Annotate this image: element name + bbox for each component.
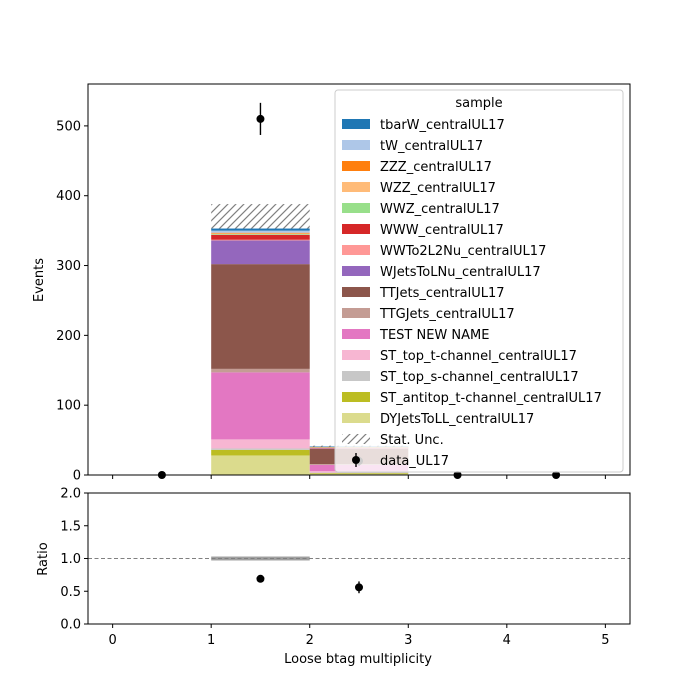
legend-entries: tbarW_centralUL17 tW_centralUL17 ZZZ_centr… [342,118,602,469]
legend-swatch [342,308,370,318]
legend-swatch [342,266,370,276]
y-tick-label: 300 [56,259,81,274]
legend: sample tbarW_centralUL17 tW_centralUL17 ZZ… [334,89,624,473]
x-axis-label: Loose btag multiplicity [284,652,432,667]
bar-segment [211,455,310,475]
legend-frame [334,89,624,473]
legend-label: TTGJets_centralUL17 [379,307,515,322]
ratio-point [355,583,363,592]
x-tick-label: 3 [404,633,412,648]
bar-segment [309,472,409,474]
bar-segment [211,448,310,450]
legend-swatch [342,245,370,255]
ratio-panel: 0.0 0.5 1.0 1.5 2.0 0 1 2 3 4 5 Ratio Loose btag … [36,487,631,667]
legend-label: WJetsToLNu_centralUL17 [380,265,541,280]
ratio-point [256,574,265,583]
main-y-axis-label: Events [32,258,47,302]
y-tick-label: 1.0 [60,552,81,567]
legend-swatch [342,371,370,381]
legend-label: ST_antitop_t-channel_centralUL17 [380,391,602,406]
ratio-x-ticks: 0 1 2 3 4 5 [108,624,610,648]
legend-label: ZZZ_centralUL17 [380,160,492,175]
y-tick-label: 400 [56,189,81,204]
main-y-ticks: 0 100 200 300 400 500 [56,119,88,484]
bar-segment [211,230,310,233]
legend-label: WZZ_centralUL17 [380,181,496,196]
legend-swatch [342,119,370,129]
y-tick-label: 200 [56,329,81,344]
bar-segment [211,449,310,456]
y-tick-label: 0.5 [60,585,81,600]
legend-swatch [342,392,370,402]
y-tick-label: 100 [56,399,81,414]
x-tick-label: 4 [503,633,511,648]
legend-label: TEST NEW NAME [379,328,489,343]
legend-swatch [342,161,370,171]
bar-segment [211,240,310,265]
legend-label: DYJetsToLL_centralUL17 [380,412,534,427]
legend-label: data_UL17 [380,454,449,469]
bar-segment [211,372,310,440]
data-point [256,114,265,123]
legend-swatch [342,413,370,423]
y-tick-label: 500 [56,119,81,134]
y-tick-label: 2.0 [60,487,81,502]
main-x-ticks [112,475,606,479]
x-tick-label: 0 [108,633,116,648]
bar-segment [211,228,310,231]
bar-segment [309,473,409,475]
legend-swatch [342,182,370,192]
x-tick-label: 1 [207,633,215,648]
stat-unc-band [211,204,409,448]
legend-swatch [342,434,370,444]
legend-label: tW_centralUL17 [380,139,483,154]
legend-swatch [342,287,370,297]
bar-segment [211,234,310,240]
main-axes-frame [87,83,631,476]
legend-label: ST_top_t-channel_centralUL17 [380,349,577,364]
bar-segment [211,233,310,235]
y-tick-label: 0 [73,469,81,484]
legend-label: ST_top_s-channel_centralUL17 [380,370,579,385]
x-tick-label: 5 [601,633,609,648]
bar-segment [211,264,310,369]
bar-segment [211,368,310,373]
stat-unc-hatch [211,204,310,229]
y-tick-label: 0.0 [60,618,81,633]
bar-segment [309,472,409,474]
legend-label: WWTo2L2Nu_centralUL17 [380,244,546,259]
legend-swatch [342,224,370,234]
legend-swatch [342,350,370,360]
bar-segment [211,239,310,241]
y-tick-label: 1.5 [60,519,81,534]
legend-label: WWZ_centralUL17 [380,202,500,217]
legend-swatch [342,140,370,150]
legend-label: Stat. Unc. [380,433,444,448]
bar-segment [211,439,310,449]
bar-segment [211,232,310,234]
legend-swatch [342,329,370,339]
legend-title: sample [455,96,502,111]
legend-marker [352,456,360,464]
legend-label: WWW_centralUL17 [380,223,504,238]
legend-label: tbarW_centralUL17 [380,118,505,133]
legend-swatch [342,203,370,213]
ratio-y-ticks: 0.0 0.5 1.0 1.5 2.0 [60,487,88,633]
legend-label: TTJets_centralUL17 [379,286,505,301]
ratio-points [256,574,363,594]
ratio-y-axis-label: Ratio [36,542,51,575]
bar-segment [211,234,310,235]
x-tick-label: 2 [306,633,314,648]
